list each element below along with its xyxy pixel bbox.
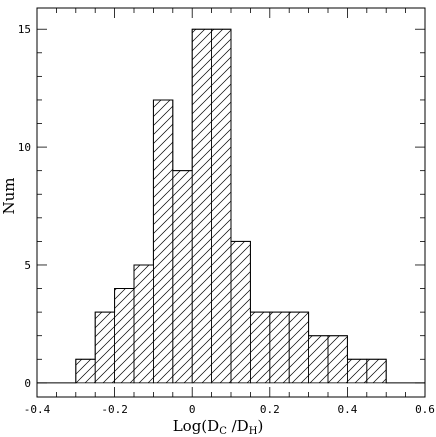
y-axis-title: Num [0, 177, 18, 214]
x-tick-label: 0.2 [260, 403, 280, 416]
x-tick-labels: -0.4 -0.2 0 0.2 0.4 0.6 [24, 403, 435, 416]
x-tick-label: 0.4 [337, 403, 357, 416]
x-tick-label: -0.2 [101, 403, 128, 416]
y-tick-label: 10 [18, 141, 31, 154]
histogram-bar [288, 311, 310, 384]
histogram-bar [249, 311, 271, 384]
y-tick-labels: 0 5 10 15 [18, 23, 31, 390]
y-tick-label: 15 [18, 23, 31, 36]
histogram-bar [133, 264, 154, 384]
histogram-bar [75, 358, 96, 384]
y-tick-label: 5 [24, 259, 31, 272]
histogram-bar [230, 240, 251, 384]
histogram-outline [37, 28, 425, 384]
histogram-bar [191, 28, 212, 384]
histogram-bar [308, 335, 329, 384]
histogram-bars [75, 28, 387, 384]
histogram-bar [366, 358, 387, 384]
x-tick-label: -0.4 [24, 403, 51, 416]
x-tick-label: 0.6 [415, 403, 435, 416]
histogram-bar [114, 288, 135, 384]
histogram-bar [346, 358, 368, 384]
plot-frame [36, 7, 426, 398]
histogram-step-outline [37, 28, 425, 384]
histogram-bar [269, 311, 290, 384]
y-tick-label: 0 [24, 377, 31, 390]
x-axis-title: Log(DC /DH) [173, 417, 264, 437]
x-tick-label: 0 [189, 403, 196, 416]
histogram-bar [94, 311, 115, 384]
histogram-bar [211, 28, 232, 384]
histogram-bar [327, 335, 348, 384]
histogram-bar [172, 170, 193, 384]
histogram-bar [152, 99, 174, 384]
